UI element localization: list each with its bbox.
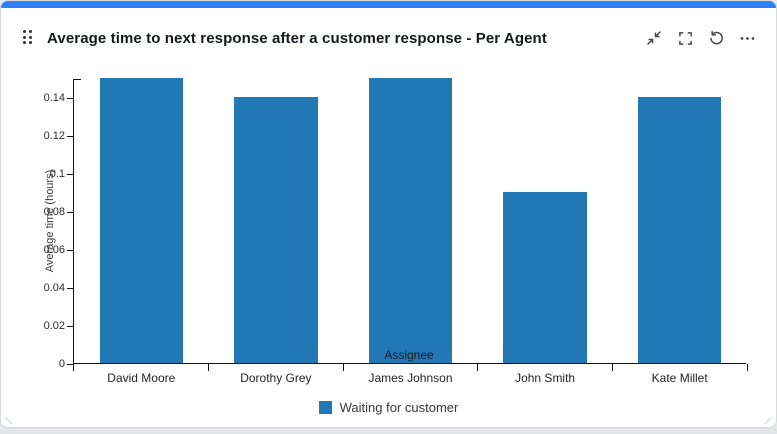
y-axis-tick (67, 211, 73, 213)
x-axis-tick (73, 364, 74, 371)
y-axis-endcap (74, 79, 81, 80)
widget-header: Average time to next response after a cu… (23, 25, 756, 51)
refresh-icon (708, 30, 725, 47)
y-axis-tick (67, 287, 73, 289)
next-widget-edge (0, 429, 777, 434)
bar-james-johnson[interactable] (368, 78, 453, 363)
x-axis-category-label: Kate Millet (651, 371, 708, 385)
y-axis-tick-label: 0.08 (43, 206, 65, 218)
x-axis-tick (477, 364, 479, 371)
legend-item-waiting-for-customer[interactable]: Waiting for customer (1, 398, 776, 416)
bar-john-smith[interactable] (503, 192, 587, 363)
y-axis-tick-label: 0.14 (43, 92, 65, 104)
x-axis-category-label: Dorothy Grey (240, 371, 312, 385)
y-axis-tick-label: 0.04 (43, 282, 65, 294)
x-axis-title: Assignee (384, 348, 434, 362)
legend-swatch (318, 400, 332, 414)
y-axis-tick (67, 135, 73, 137)
widget-actions (645, 29, 756, 47)
fullscreen-button[interactable] (676, 29, 694, 47)
bar-chart-plot-area: 0 0.02 0.04 0.06 0.08 0.1 0.12 0.14 David Moore D… (44, 78, 748, 385)
resize-handle-bottom-left[interactable] (4, 416, 13, 425)
resize-handle-bottom-right[interactable] (764, 416, 773, 425)
x-axis-category-label: James Johnson (368, 371, 453, 385)
y-axis-title: Average time (hours) (44, 169, 56, 273)
y-axis-tick (67, 363, 73, 365)
x-axis-tick (746, 364, 748, 371)
fullscreen-icon (678, 31, 693, 46)
widget-accent-bar (1, 1, 776, 8)
y-axis-tick (67, 173, 73, 175)
more-options-icon (739, 30, 756, 47)
y-axis-tick-label: 0 (58, 358, 65, 370)
x-axis-tick (342, 364, 344, 371)
bar-kate-millet[interactable] (637, 97, 722, 363)
x-axis-category-label: David Moore (107, 371, 176, 385)
y-axis-tick (67, 97, 73, 99)
widget-title: Average time to next response after a cu… (47, 29, 547, 47)
refresh-button[interactable] (707, 29, 725, 47)
legend-label: Waiting for customer (339, 399, 459, 415)
bar-dorothy-grey[interactable] (234, 97, 318, 363)
more-options-button[interactable] (738, 29, 756, 47)
y-axis-tick-label: 0.1 (49, 168, 65, 180)
y-axis-tick-label: 0.02 (43, 320, 65, 332)
collapse-button[interactable] (645, 29, 663, 47)
x-axis-tick (208, 364, 210, 371)
bar-david-moore[interactable] (99, 78, 183, 363)
drag-handle-icon[interactable] (23, 30, 34, 46)
y-axis-tick-label: 0.06 (43, 244, 65, 256)
y-axis-tick-label: 0.12 (43, 130, 65, 142)
collapse-icon (646, 30, 662, 46)
y-axis-tick (67, 249, 73, 251)
x-axis-category-label: John Smith (515, 371, 576, 385)
x-axis-tick (611, 364, 613, 371)
y-axis-tick (67, 325, 73, 327)
